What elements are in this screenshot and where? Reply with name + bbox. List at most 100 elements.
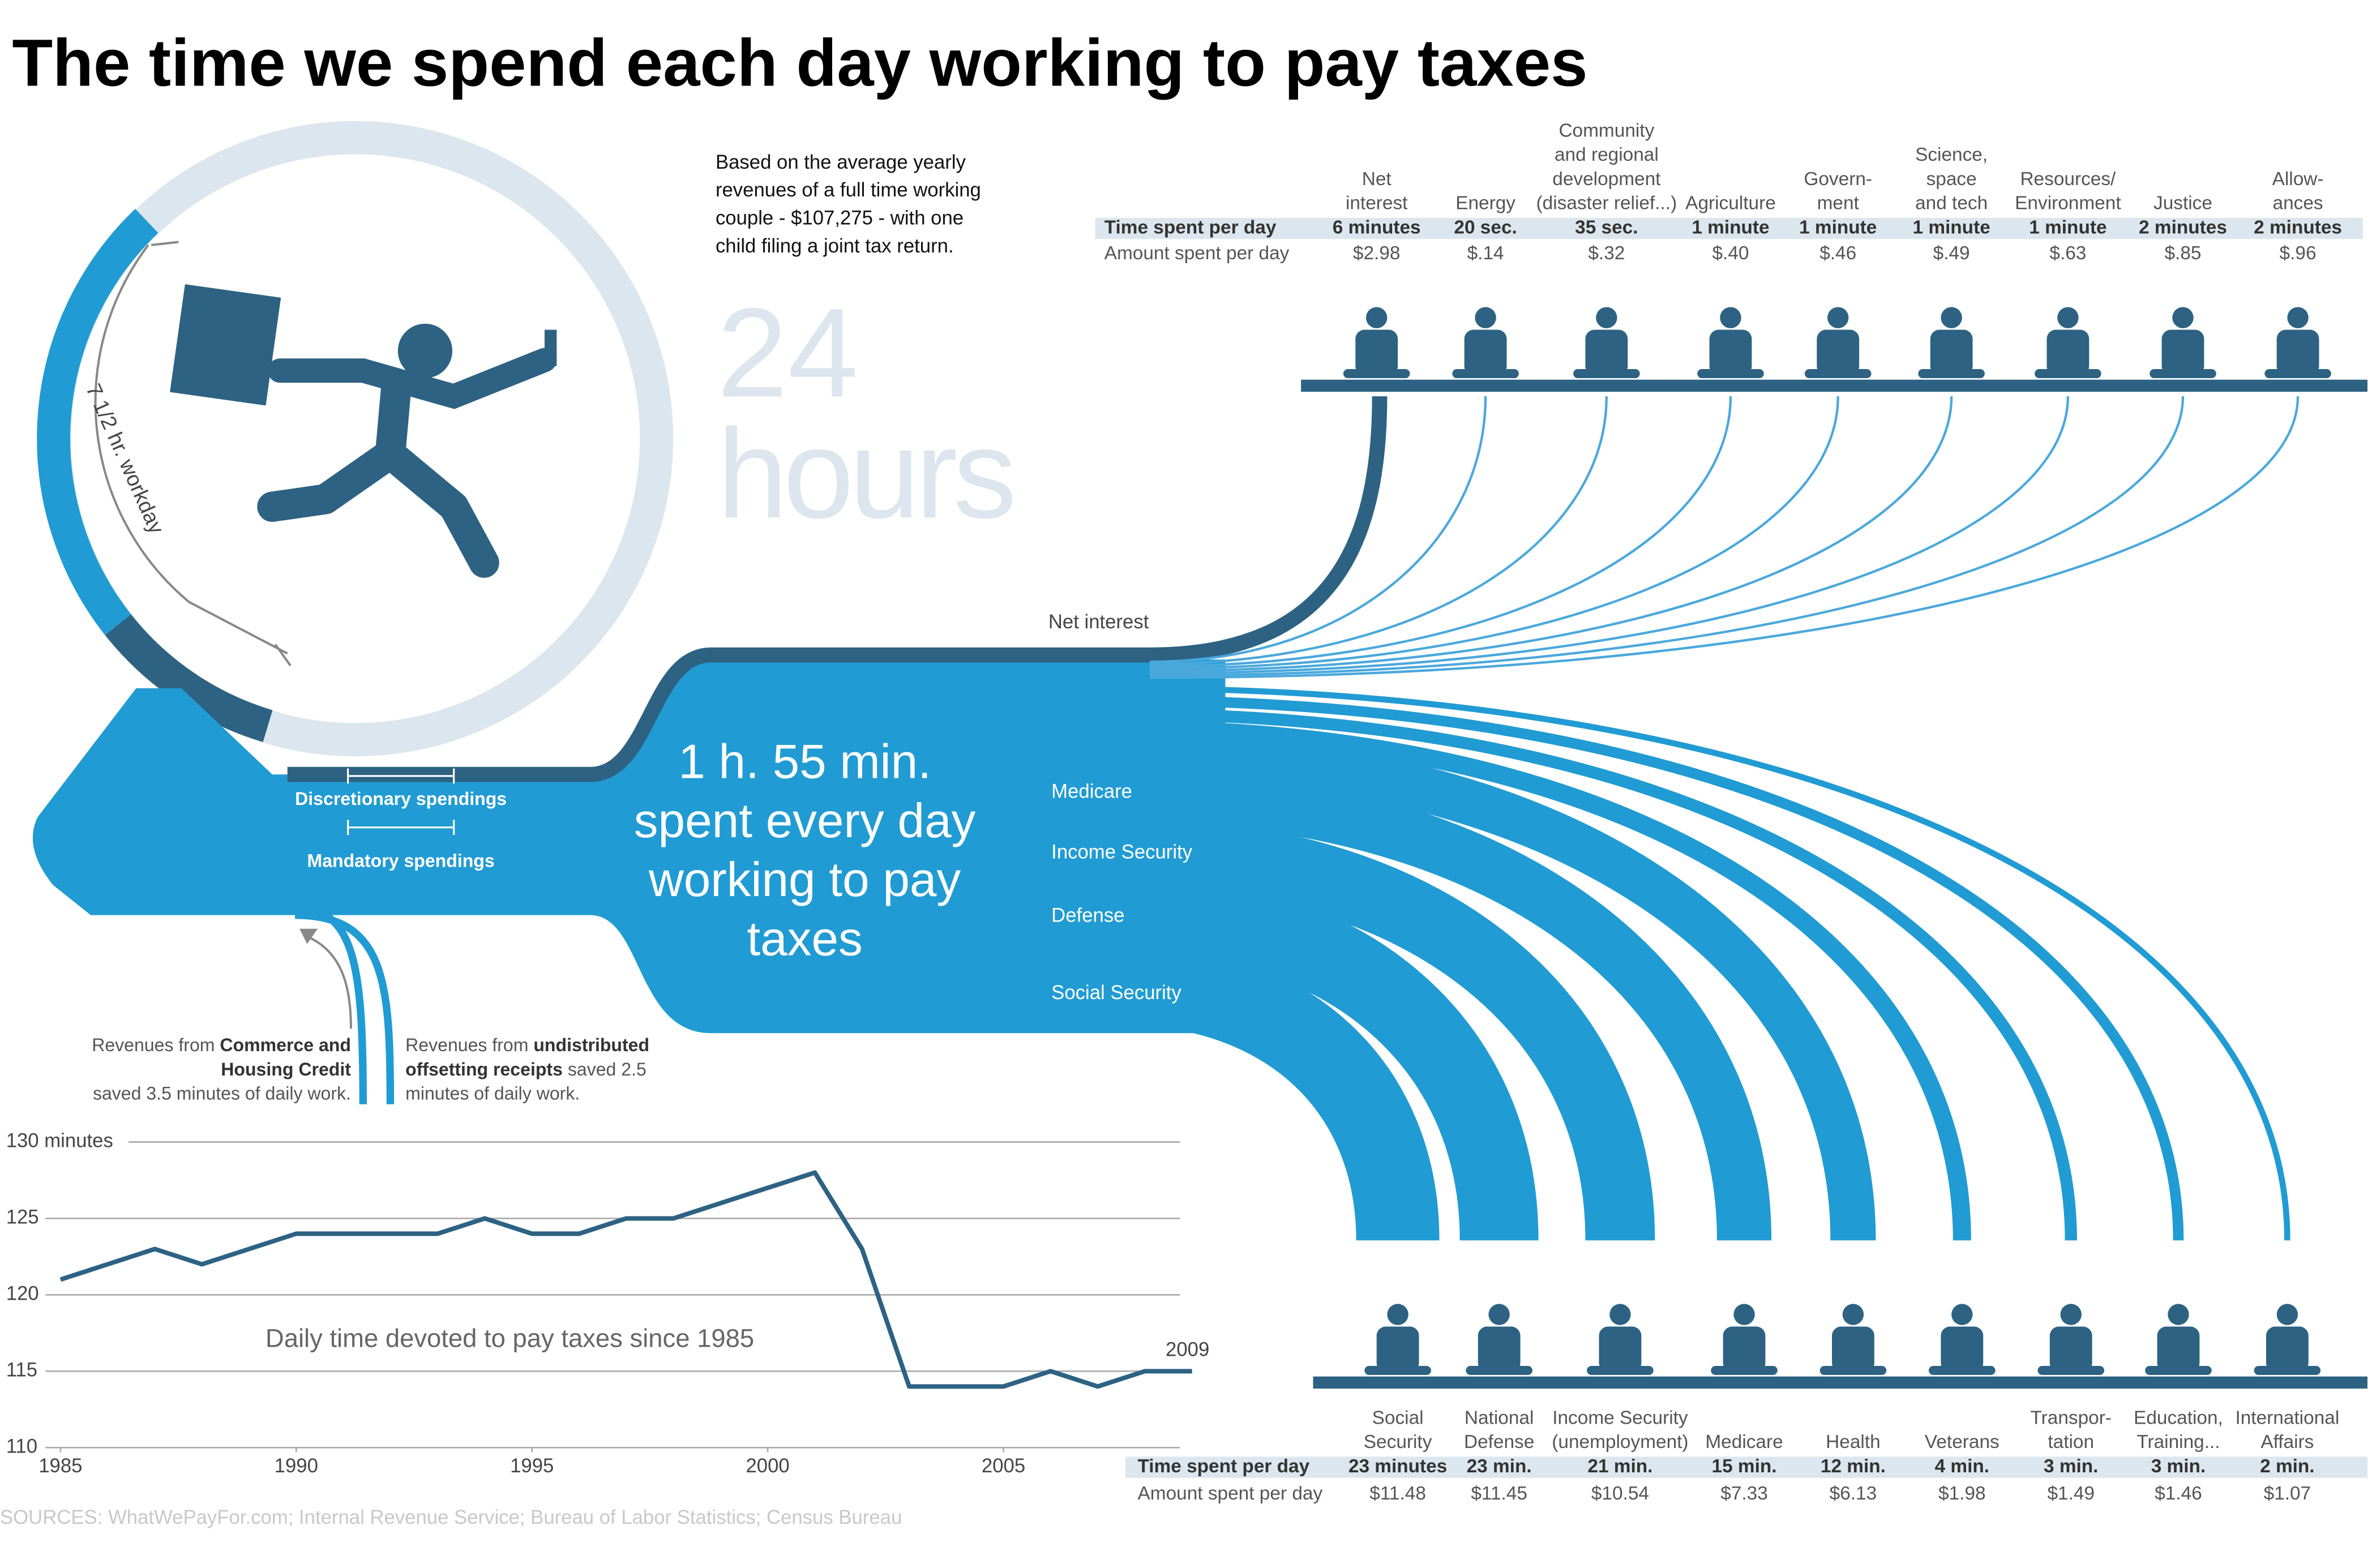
item-time: 6 minutes <box>1333 217 1421 238</box>
icon-body <box>2046 329 2090 375</box>
bottom-icon <box>1929 1304 1996 1376</box>
item-name: Net <box>1362 169 1392 190</box>
icon-base <box>1452 369 1519 379</box>
top-stream <box>1149 396 2185 677</box>
item-time: 12 min. <box>1821 1456 1886 1477</box>
icon-head <box>1720 307 1741 328</box>
icon-head <box>2060 1304 2082 1325</box>
item-name: (unemployment) <box>1552 1432 1688 1453</box>
item-name: Transpor- <box>2030 1407 2112 1428</box>
intro-note: couple - $107,275 - with one <box>716 208 964 229</box>
item-amount: $.96 <box>2280 243 2317 264</box>
revenue-note: minutes of daily work. <box>405 1083 580 1104</box>
item-name: ment <box>1817 193 1860 214</box>
note-segment: Housing Credit <box>221 1059 351 1079</box>
y-tick-label: 125 <box>6 1207 39 1228</box>
item-time: 23 minutes <box>1348 1456 1447 1477</box>
item-name: Resources/ <box>2020 169 2116 190</box>
icon-body <box>1709 329 1752 375</box>
bottom-stream <box>1119 695 2184 1241</box>
item-name: space <box>1926 169 1977 190</box>
note-segment: Commerce and <box>220 1035 351 1056</box>
icon-body <box>1376 1326 1419 1372</box>
top-table-band <box>1095 217 2363 239</box>
center-text: 1 h. 55 min. <box>678 735 931 789</box>
icon-base <box>2264 369 2331 379</box>
big-hours: hours <box>717 402 1013 545</box>
icon-head <box>1941 307 1962 328</box>
note-segment: Revenues from <box>405 1035 533 1056</box>
icon-base <box>2037 1365 2105 1376</box>
item-name: Science, <box>1915 144 1988 165</box>
icon-head <box>2168 1304 2189 1325</box>
revenue-streams <box>295 903 395 1104</box>
note-segment: offsetting receipts <box>405 1059 563 1079</box>
icon-head <box>2276 1304 2298 1325</box>
icon-body <box>1355 329 1398 375</box>
item-amount: $.63 <box>2049 243 2086 264</box>
center-text: taxes <box>747 912 862 966</box>
icon-base <box>2150 369 2216 379</box>
top-stream <box>1149 396 1953 672</box>
icon-head <box>1488 1304 1510 1325</box>
icon-base <box>1343 369 1410 379</box>
item-time: 35 sec. <box>1575 217 1638 238</box>
item-amount: $.49 <box>1933 243 1970 264</box>
item-name: Security <box>1364 1432 1432 1453</box>
bottom-icon <box>2037 1304 2105 1376</box>
x-tick-label: 1995 <box>510 1455 554 1477</box>
item-name: Govern- <box>1804 169 1872 190</box>
icon-base <box>2145 1365 2212 1376</box>
bottom-icon <box>1819 1304 1887 1376</box>
icon-body <box>2161 329 2204 375</box>
item-time: 1 minute <box>1692 217 1769 238</box>
item-amount: $1.46 <box>2155 1483 2202 1504</box>
center-text: working to pay <box>648 853 961 907</box>
icon-base <box>1929 1365 1996 1376</box>
icon-base <box>1819 1365 1887 1376</box>
icon-base <box>1587 1365 1654 1376</box>
icon-base <box>1804 369 1872 379</box>
icon-head <box>1733 1304 1755 1325</box>
item-name: Affairs <box>2260 1432 2314 1453</box>
icon-head <box>1387 1304 1408 1325</box>
spend-label: Discretionary spendings <box>295 789 507 809</box>
top-icon <box>2150 307 2216 379</box>
item-amount: $6.13 <box>1830 1483 1877 1504</box>
top-icon <box>1918 307 1985 379</box>
item-name: Agriculture <box>1685 193 1776 214</box>
revenue-note: Revenues from undistributed <box>405 1035 649 1056</box>
icon-body <box>1464 329 1507 375</box>
icon-head <box>1475 307 1496 328</box>
item-name: Training... <box>2136 1432 2220 1453</box>
bottom-icon-bar <box>1313 1376 2367 1389</box>
item-name: Environment <box>2015 193 2121 214</box>
note-segment: minutes of daily work. <box>405 1083 580 1104</box>
intro-note: child filing a joint tax return. <box>716 235 954 257</box>
item-name: Education, <box>2134 1407 2223 1428</box>
item-name: Justice <box>2153 193 2212 214</box>
icon-head <box>1951 1304 1973 1325</box>
row-label: Amount spent per day <box>1104 243 1290 264</box>
icon-base <box>1918 369 1985 379</box>
item-time: 2 minutes <box>2254 217 2342 238</box>
icon-body <box>1585 329 1628 375</box>
icon-head <box>2287 307 2309 328</box>
item-amount: $.46 <box>1819 243 1856 264</box>
item-name: Health <box>1826 1432 1881 1453</box>
net-interest-stream <box>287 396 1388 782</box>
icon-base <box>2254 1365 2321 1376</box>
icon-body <box>1817 329 1860 375</box>
row-label: Amount spent per day <box>1137 1483 1322 1504</box>
icon-body <box>2266 1326 2309 1372</box>
bottom-stream <box>1119 872 1539 1241</box>
item-amount: $1.98 <box>1938 1483 1986 1504</box>
item-name: Social <box>1372 1407 1424 1428</box>
icon-head <box>1827 307 1849 328</box>
revenue-note: offsetting receipts saved 2.5 <box>405 1059 646 1079</box>
item-amount: $7.33 <box>1720 1483 1768 1504</box>
workday-bracket <box>94 241 292 666</box>
top-icon <box>1804 307 1872 379</box>
top-stream <box>1149 396 2300 679</box>
stream-label: Medicare <box>1051 781 1132 802</box>
